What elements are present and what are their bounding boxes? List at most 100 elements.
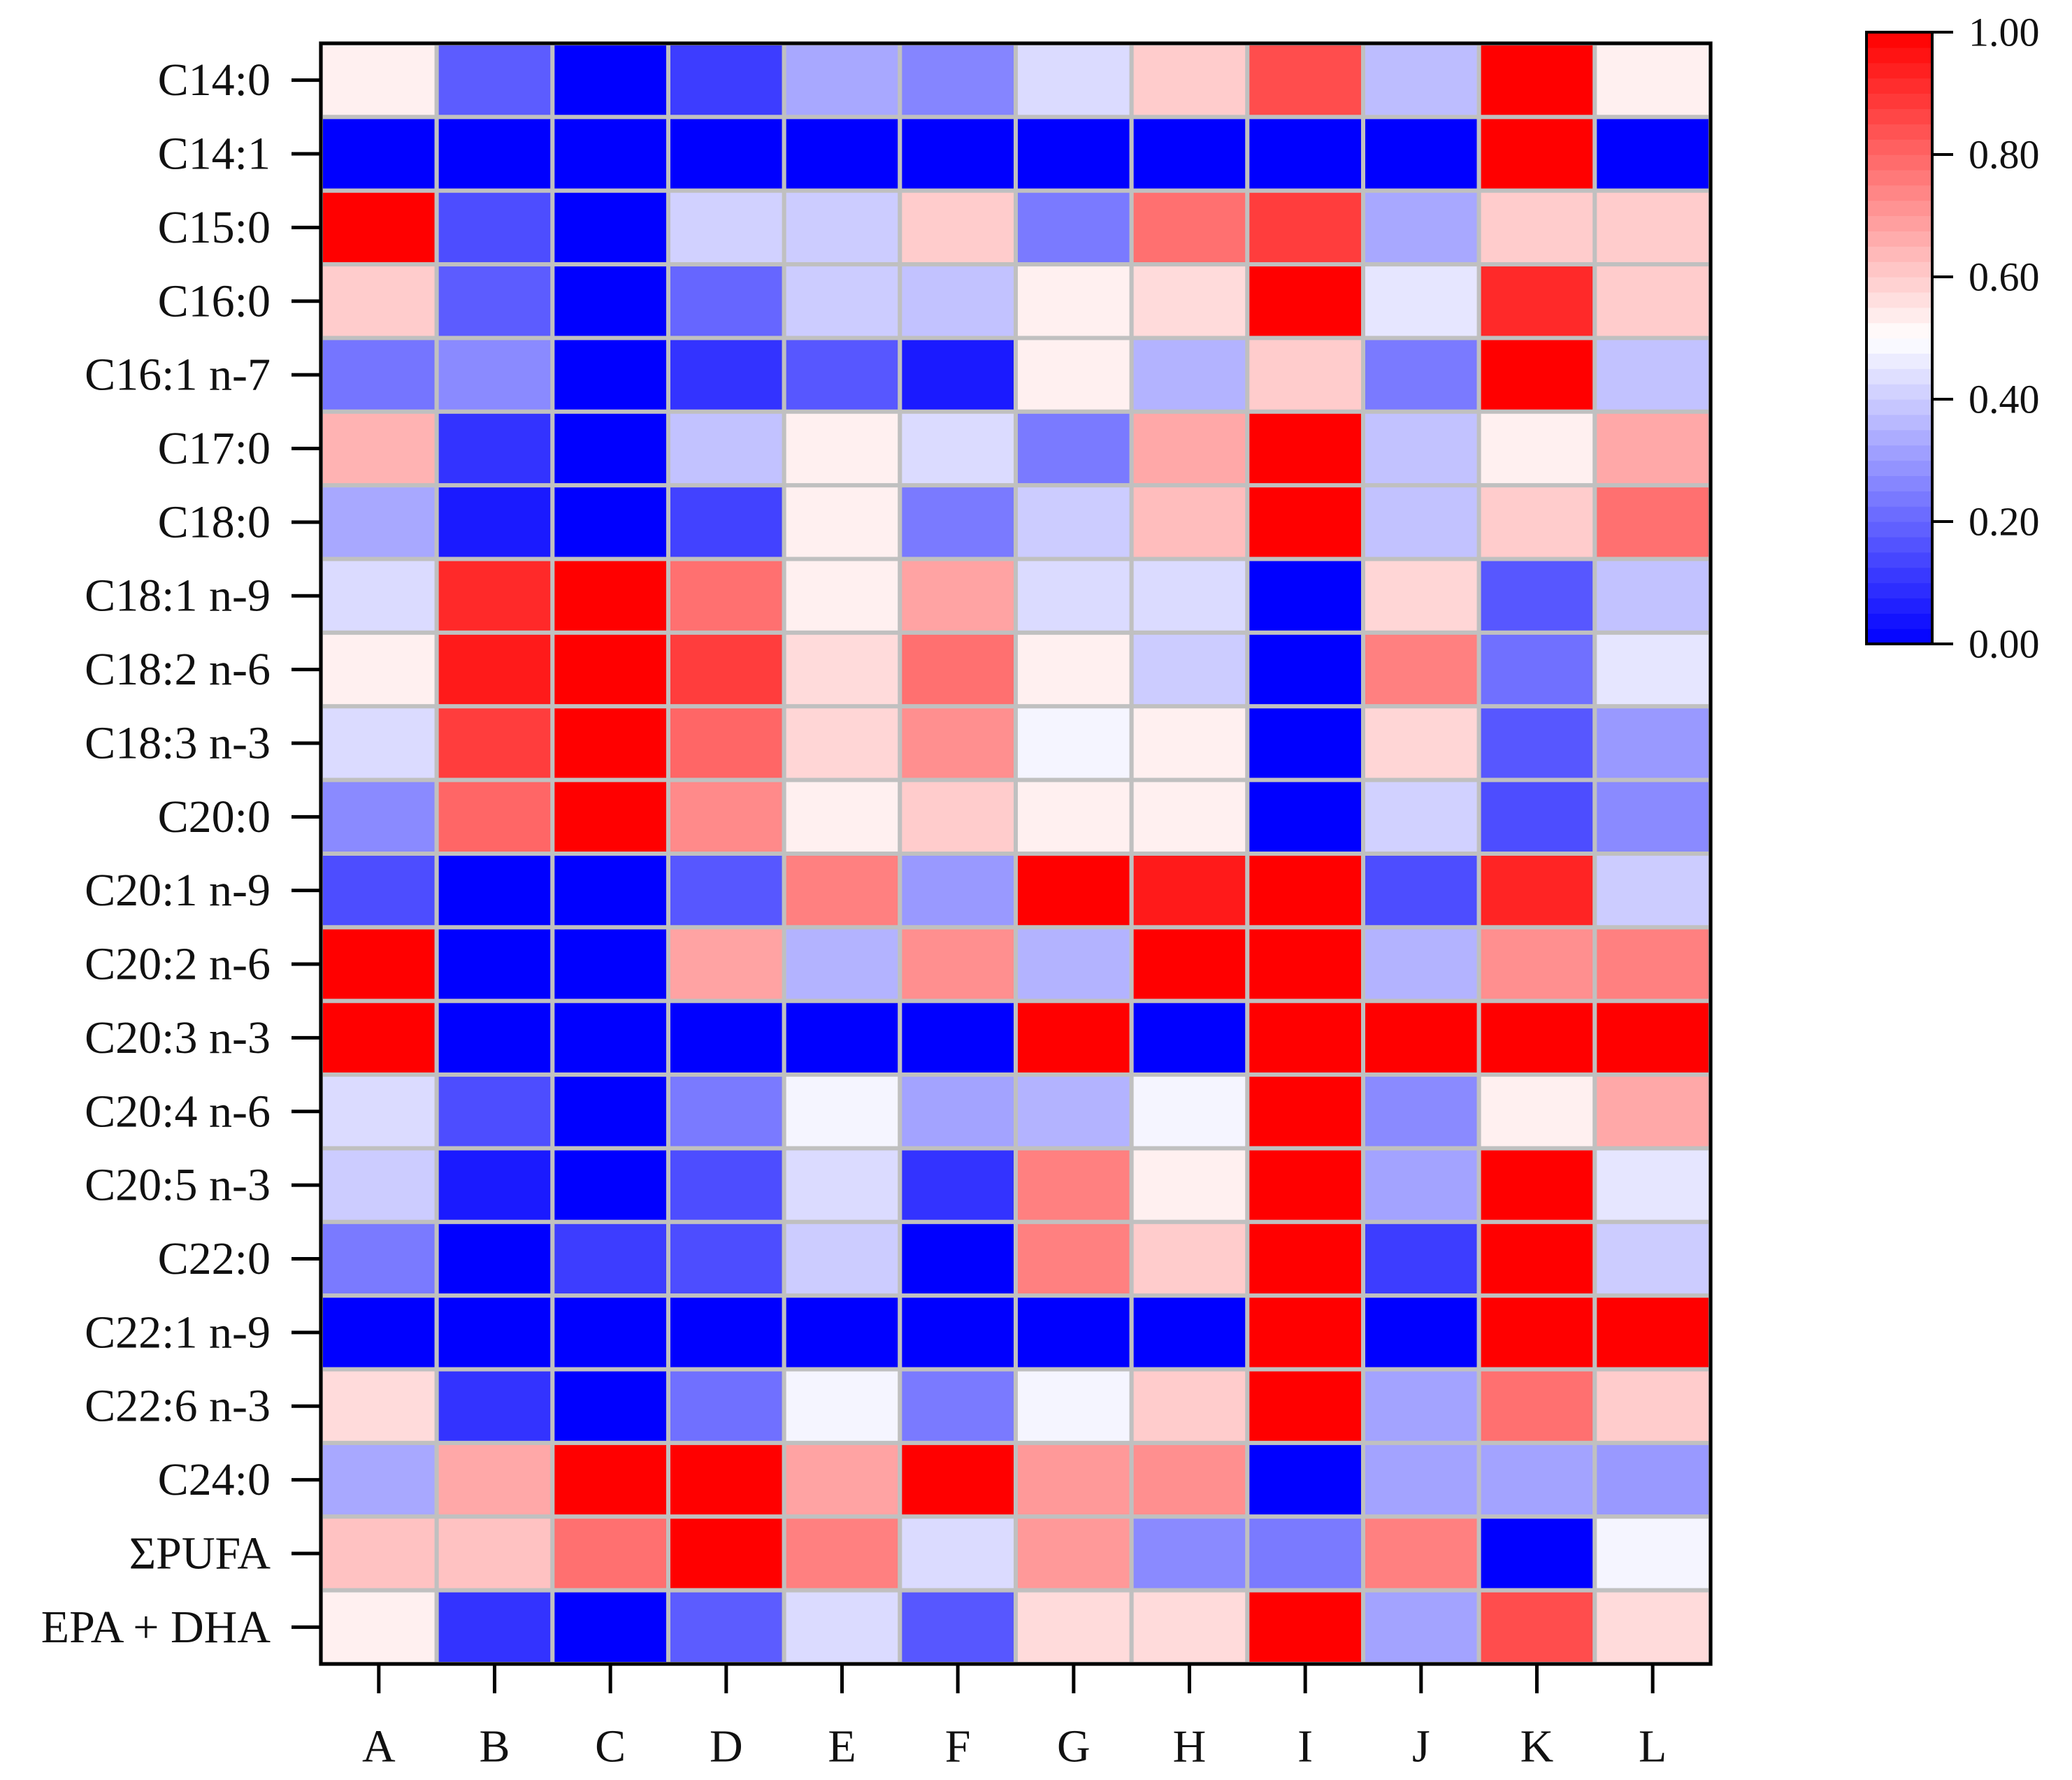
y-tick-label: C20:0 — [158, 791, 271, 842]
colorbar-tick-label: 0.40 — [1969, 377, 2040, 422]
colorbar-segment — [1866, 32, 1932, 48]
heatmap-cell-C15-0-F — [898, 188, 1019, 267]
heatmap-cell-C14-1-K — [1476, 115, 1597, 193]
colorbar-tick-label: 0.20 — [1969, 499, 2040, 545]
heatmap-cell-C14-0-F — [898, 41, 1019, 120]
colorbar-segment — [1866, 384, 1932, 400]
heatmap-cell-C17-0-D — [666, 409, 786, 488]
heatmap-cell-C16-0-H — [1129, 262, 1250, 340]
colorbar-segment — [1866, 108, 1932, 124]
heatmap-cell-C22-0-L — [1592, 1219, 1713, 1298]
heatmap-cell-C18-1-n-9-B — [434, 557, 555, 635]
heatmap-cell-C24-0-E — [782, 1440, 902, 1519]
x-tick-label: D — [710, 1721, 743, 1772]
colorbar-segment — [1866, 567, 1932, 584]
heatmap-cell-C22-1-n-9-K — [1476, 1293, 1597, 1372]
heatmap-cell-C20-4-n-6-F — [898, 1072, 1019, 1151]
heatmap-cell-C18-1-n-9-D — [666, 557, 786, 635]
heatmap-cell-C20-4-n-6-E — [782, 1072, 902, 1151]
heatmap-cell-C22-0-J — [1361, 1219, 1481, 1298]
heatmap-cell-C24-0-J — [1361, 1440, 1481, 1519]
heatmap-cell-EPA-DHA-G — [1014, 1588, 1134, 1667]
heatmap-cell-C20-2-n-6-H — [1129, 925, 1250, 1003]
heatmap-cell-C15-0-L — [1592, 188, 1713, 267]
heatmap-cell-C20-1-n-9-B — [434, 852, 555, 930]
y-tick-label: C20:1 n-9 — [85, 865, 271, 916]
heatmap-cell-C22-1-n-9-I — [1245, 1293, 1366, 1372]
heatmap-cell-C17-0-E — [782, 409, 902, 488]
heatmap-cell-C22-6-n-3-K — [1476, 1367, 1597, 1445]
colorbar-tick-label: 0.80 — [1969, 132, 2040, 178]
heatmap-cell-C18-1-n-9-I — [1245, 557, 1366, 635]
heatmap-cell-C22-0-F — [898, 1219, 1019, 1298]
heatmap-cell-C20-2-n-6-I — [1245, 925, 1366, 1003]
colorbar-segment — [1866, 368, 1932, 385]
heatmap-cell--PUFA-C — [550, 1514, 670, 1593]
heatmap-cell-EPA-DHA-L — [1592, 1588, 1713, 1667]
heatmap-cell-C20-3-n-3-I — [1245, 998, 1366, 1077]
heatmap-cell-C18-3-n-3-F — [898, 704, 1019, 782]
heatmap-cell-C22-6-n-3-G — [1014, 1367, 1134, 1445]
heatmap-cell-C18-3-n-3-E — [782, 704, 902, 782]
heatmap-cell-C16-0-F — [898, 262, 1019, 340]
heatmap-cell-C18-2-n-6-L — [1592, 630, 1713, 709]
heatmap-cell-C20-2-n-6-F — [898, 925, 1019, 1003]
heatmap-cell--PUFA-K — [1476, 1514, 1597, 1593]
heatmap-cell-C22-1-n-9-A — [319, 1293, 439, 1372]
colorbar-segment — [1866, 491, 1932, 507]
heatmap-cell-EPA-DHA-E — [782, 1588, 902, 1667]
heatmap-cell-EPA-DHA-H — [1129, 1588, 1250, 1667]
heatmap-cell-C18-0-L — [1592, 483, 1713, 561]
heatmap-cell-C18-3-n-3-C — [550, 704, 670, 782]
heatmap-cell-C14-1-I — [1245, 115, 1366, 193]
heatmap-cell-C18-0-J — [1361, 483, 1481, 561]
y-tick-label: C22:0 — [158, 1233, 271, 1284]
heatmap-cell-C20-3-n-3-J — [1361, 998, 1481, 1077]
heatmap-cell-C20-2-n-6-C — [550, 925, 670, 1003]
heatmap-cell-C20-2-n-6-K — [1476, 925, 1597, 1003]
heatmap-cell-C20-1-n-9-L — [1592, 852, 1713, 930]
heatmap-cell-C18-1-n-9-L — [1592, 557, 1713, 635]
colorbar-segment — [1866, 139, 1932, 155]
heatmap-cell-C16-1-n-7-D — [666, 336, 786, 414]
heatmap-cell-C18-0-C — [550, 483, 670, 561]
heatmap-cell-C17-0-F — [898, 409, 1019, 488]
heatmap-cell-C17-0-J — [1361, 409, 1481, 488]
heatmap-cell-C24-0-D — [666, 1440, 786, 1519]
heatmap-cell-EPA-DHA-K — [1476, 1588, 1597, 1667]
colorbar-tick-label: 1.00 — [1969, 10, 2040, 55]
heatmap-cell-C20-3-n-3-H — [1129, 998, 1250, 1077]
heatmap-cell-C18-0-G — [1014, 483, 1134, 561]
heatmap-cell-EPA-DHA-D — [666, 1588, 786, 1667]
heatmap-cell-C22-1-n-9-L — [1592, 1293, 1713, 1372]
heatmap-cell-C18-2-n-6-E — [782, 630, 902, 709]
heatmap-cell-EPA-DHA-A — [319, 1588, 439, 1667]
heatmap-cell-C20-2-n-6-E — [782, 925, 902, 1003]
colorbar-segment — [1866, 155, 1932, 171]
heatmap-cell-C14-1-A — [319, 115, 439, 193]
x-axis: A B C D E F G H I J K L — [362, 1664, 1667, 1772]
heatmap-cell-C14-0-C — [550, 41, 670, 120]
y-tick-label: C14:1 — [158, 129, 271, 180]
heatmap-cell-C20-1-n-9-J — [1361, 852, 1481, 930]
heatmap-cell-C20-5-n-3-G — [1014, 1146, 1134, 1224]
heatmap-cell-C20-3-n-3-K — [1476, 998, 1597, 1077]
heatmap-cell-C20-5-n-3-H — [1129, 1146, 1250, 1224]
x-tick-label: K — [1520, 1721, 1554, 1772]
y-tick-label: C24:0 — [158, 1454, 271, 1505]
x-tick-label: I — [1297, 1721, 1313, 1772]
heatmap-cell-C15-0-K — [1476, 188, 1597, 267]
heatmap-cell-C20-1-n-9-A — [319, 852, 439, 930]
heatmap-cell-C15-0-D — [666, 188, 786, 267]
heatmap-cell-C15-0-I — [1245, 188, 1366, 267]
heatmap-cell-C20-4-n-6-B — [434, 1072, 555, 1151]
colorbar-segment — [1866, 200, 1932, 217]
heatmap-cell-C20-2-n-6-G — [1014, 925, 1134, 1003]
heatmap-cell-C20-5-n-3-E — [782, 1146, 902, 1224]
heatmap-cell-C20-4-n-6-G — [1014, 1072, 1134, 1151]
heatmap-cell-C20-1-n-9-D — [666, 852, 786, 930]
colorbar-tick-label: 0.60 — [1969, 254, 2040, 300]
y-tick-label: C22:6 n-3 — [85, 1381, 271, 1432]
y-tick-label: C18:3 n-3 — [85, 717, 271, 768]
